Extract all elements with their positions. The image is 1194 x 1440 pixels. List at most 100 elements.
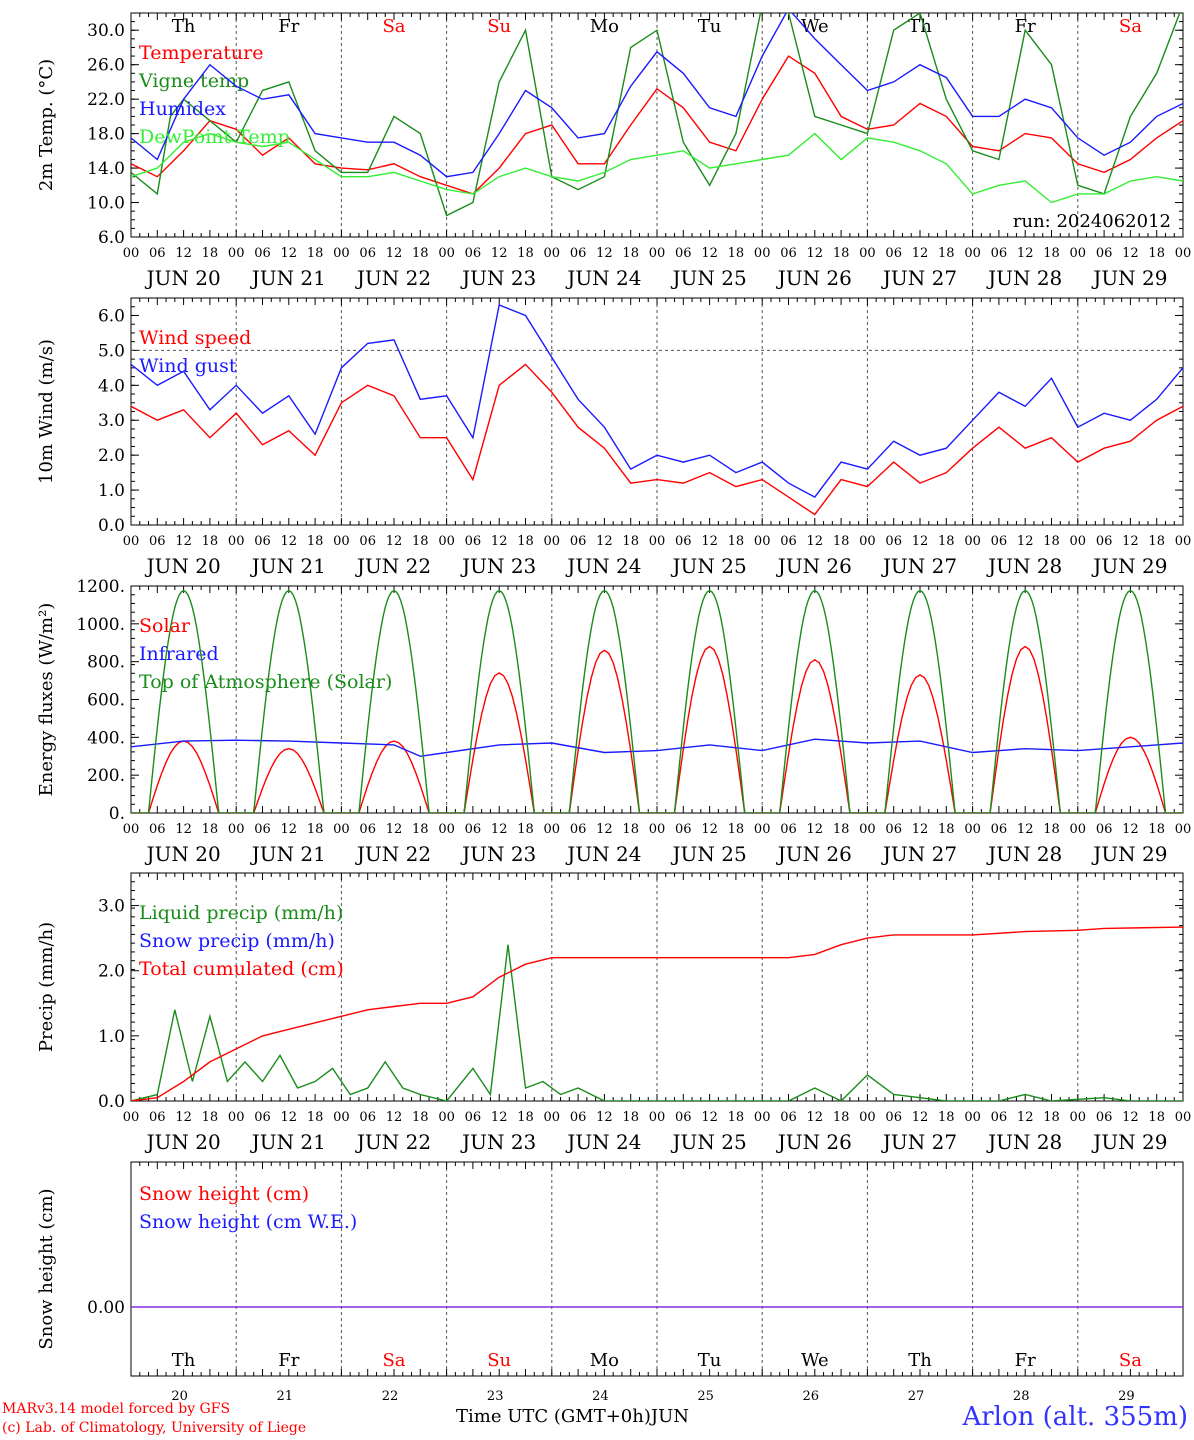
series-line-liquid-precip-mm-h- <box>131 944 1183 1101</box>
hour-tick-label: 18 <box>728 534 745 549</box>
hour-tick-label: 18 <box>833 534 850 549</box>
hour-tick-label: 00 <box>544 534 561 549</box>
hour-tick-label: 12 <box>281 822 298 837</box>
hour-tick-label: 00 <box>754 1110 771 1125</box>
y-tick-label: 1.0 <box>98 481 125 501</box>
hour-tick-label: 06 <box>675 1110 692 1125</box>
hour-tick-label: 18 <box>307 822 324 837</box>
day-date-label: JUN 20 <box>145 1130 221 1154</box>
hour-tick-label: 12 <box>701 246 718 261</box>
hour-tick-label: 00 <box>859 1110 876 1125</box>
day-date-label: JUN 25 <box>671 1130 747 1154</box>
hour-tick-label: 00 <box>649 246 666 261</box>
hour-tick-label: 00 <box>544 246 561 261</box>
hour-tick-label: 12 <box>281 534 298 549</box>
weekday-label: Sa <box>382 16 405 37</box>
weekday-label: Sa <box>382 1350 405 1371</box>
x-axis-label: Time UTC (GMT+0h) <box>456 1406 651 1427</box>
hour-tick-label: 18 <box>517 822 534 837</box>
day-date-label: JUN 29 <box>1091 554 1167 578</box>
x-axis-title: Time UTC (GMT+0h)JUN <box>456 1406 689 1427</box>
day-date-label: JUN 29 <box>1091 1130 1167 1154</box>
legend-entry: Solar <box>139 615 191 637</box>
day-date-label: JUN 21 <box>250 554 326 578</box>
hour-tick-label: 06 <box>465 534 482 549</box>
hour-tick-label: 06 <box>465 822 482 837</box>
y-tick-label: 6.0 <box>98 228 125 248</box>
legend-entry: Humidex <box>139 98 226 120</box>
weekday-label: Sa <box>1119 16 1142 37</box>
hour-tick-label: 12 <box>701 534 718 549</box>
hour-tick-label: 12 <box>701 822 718 837</box>
hour-tick-label: 00 <box>123 1110 140 1125</box>
weekday-label: Su <box>487 16 511 37</box>
y-tick-label: 3.0 <box>98 897 125 917</box>
hour-tick-label: 12 <box>491 534 508 549</box>
hour-tick-label: 12 <box>386 534 403 549</box>
hour-tick-label: 18 <box>938 1110 955 1125</box>
hour-tick-label: 06 <box>675 246 692 261</box>
hour-tick-label: 12 <box>596 534 613 549</box>
hour-tick-label: 18 <box>1148 1110 1165 1125</box>
day-date-label: JUN 24 <box>565 266 641 290</box>
legend-entry: Top of Atmosphere (Solar) <box>139 671 392 693</box>
hour-tick-label: 18 <box>938 534 955 549</box>
hour-tick-label: 06 <box>885 534 902 549</box>
hour-tick-label: 18 <box>622 534 639 549</box>
y-tick-label: 600. <box>87 691 125 711</box>
hour-tick-label: 18 <box>412 246 429 261</box>
hour-tick-label: 12 <box>175 822 192 837</box>
hour-tick-label: 18 <box>202 822 219 837</box>
legend-entry: Temperature <box>139 42 263 64</box>
hour-tick-label: 00 <box>228 822 245 837</box>
hour-tick-label: 00 <box>123 822 140 837</box>
hour-tick-label: 06 <box>885 246 902 261</box>
hour-tick-label: 00 <box>1070 1110 1087 1125</box>
panel-1-frame <box>130 12 1184 238</box>
day-date-label: JUN 24 <box>565 1130 641 1154</box>
day-date-label: JUN 23 <box>460 554 536 578</box>
hour-tick-label: 12 <box>596 822 613 837</box>
hour-tick-label: 18 <box>622 822 639 837</box>
hour-tick-label: 18 <box>728 1110 745 1125</box>
hour-tick-label: 12 <box>386 1110 403 1125</box>
y-tick-label: 1.0 <box>98 1027 125 1047</box>
hour-tick-label: 18 <box>1148 822 1165 837</box>
day-date-label: JUN 21 <box>250 266 326 290</box>
day-date-label: JUN 23 <box>460 266 536 290</box>
hour-tick-label: 18 <box>1043 246 1060 261</box>
hour-tick-label: 12 <box>912 246 929 261</box>
hour-tick-label: 00 <box>544 822 561 837</box>
day-date-label: JUN 25 <box>671 266 747 290</box>
lab-credit: (c) Lab. of Climatology, University of L… <box>2 1420 307 1436</box>
hour-tick-label: 06 <box>1096 246 1113 261</box>
hour-tick-label: 00 <box>754 246 771 261</box>
series-line-total-cumulated-cm- <box>131 926 1183 1101</box>
y-axis-label: Energy fluxes (W/m²) <box>36 603 57 797</box>
hour-tick-label: 12 <box>175 1110 192 1125</box>
hour-tick-label: 00 <box>754 534 771 549</box>
weekday-label: Sa <box>1119 1350 1142 1371</box>
hour-tick-label: 00 <box>333 1110 350 1125</box>
legend-entry: DewPoint Temp <box>139 126 290 148</box>
hour-tick-label: 12 <box>1017 1110 1034 1125</box>
hour-tick-label: 18 <box>833 1110 850 1125</box>
hour-tick-label: 00 <box>438 534 455 549</box>
hour-tick-label: 06 <box>149 1110 166 1125</box>
day-date-label: JUN 27 <box>881 554 957 578</box>
hour-tick-label: 06 <box>780 822 797 837</box>
hour-tick-label: 18 <box>517 534 534 549</box>
day-date-label: JUN 22 <box>355 266 431 290</box>
weekday-label: Th <box>172 1350 196 1371</box>
hour-tick-label: 00 <box>649 822 666 837</box>
hour-tick-label: 18 <box>307 246 324 261</box>
hour-tick-label: 18 <box>622 1110 639 1125</box>
day-date-label: JUN 26 <box>776 1130 852 1154</box>
y-tick-label: 6.0 <box>98 306 125 326</box>
day-date-label: JUN 23 <box>460 842 536 866</box>
hour-tick-label: 12 <box>807 822 824 837</box>
hour-tick-label: 06 <box>359 246 376 261</box>
y-tick-label: 1000. <box>76 615 125 635</box>
y-tick-label: 2.0 <box>98 446 125 466</box>
hour-tick-label: 00 <box>544 1110 561 1125</box>
